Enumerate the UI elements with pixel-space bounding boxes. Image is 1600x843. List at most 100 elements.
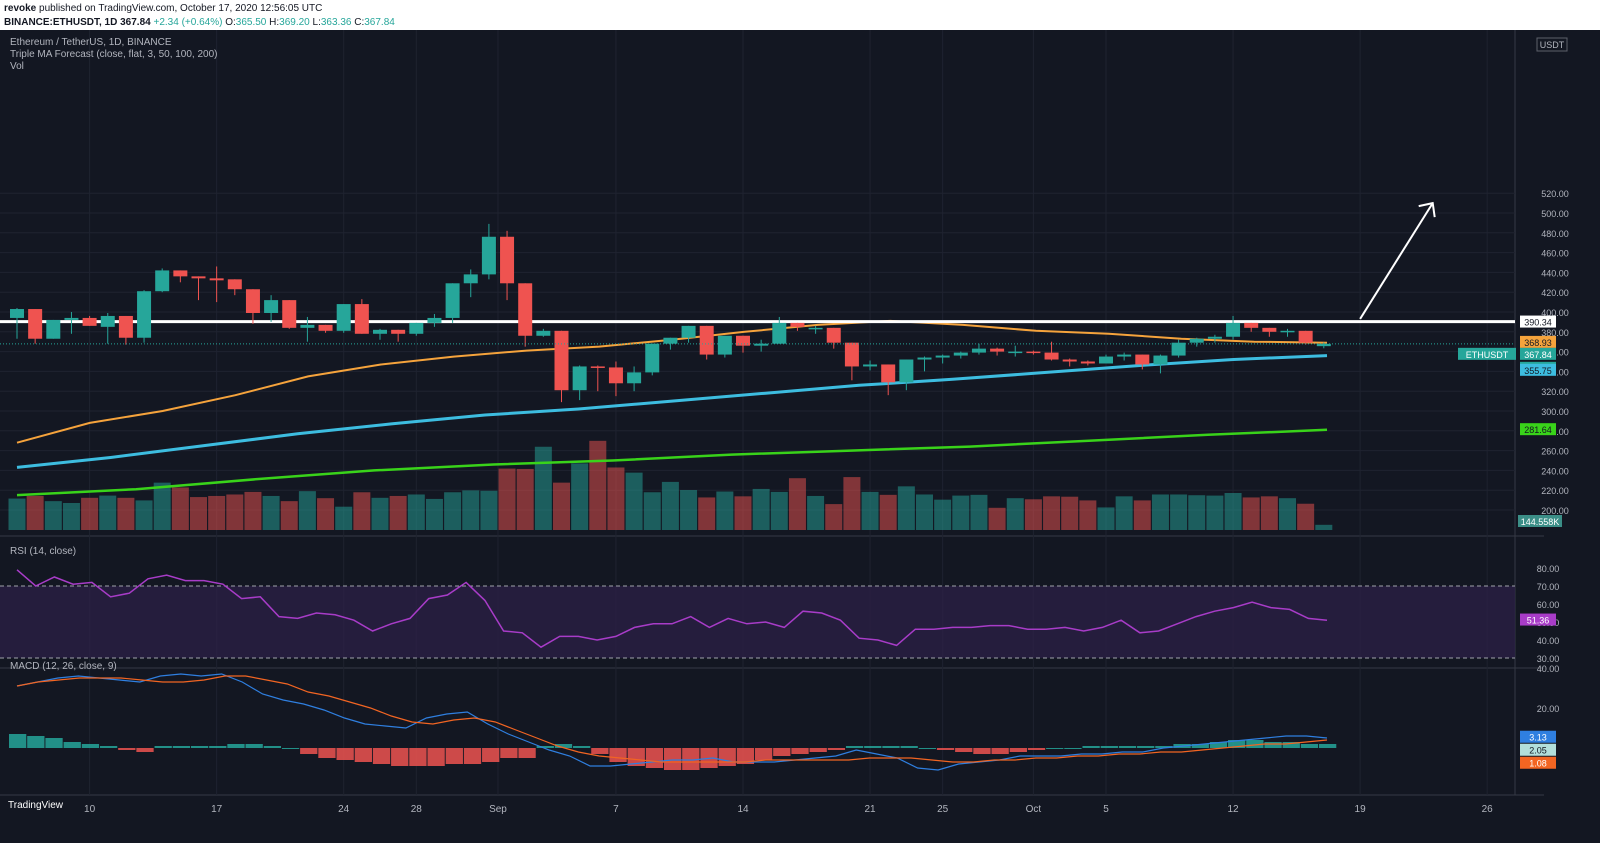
macd-histogram-bar bbox=[1046, 748, 1064, 749]
candle-body bbox=[1080, 361, 1095, 364]
y-tick-label: 400.00 bbox=[1541, 308, 1569, 318]
candle-body bbox=[844, 342, 859, 367]
low-label: L: bbox=[312, 17, 321, 28]
volume-bar bbox=[153, 482, 171, 530]
candle-body bbox=[1117, 354, 1132, 357]
macd-histogram-bar bbox=[1155, 746, 1173, 748]
legend-indicator[interactable]: Triple MA Forecast (close, flat, 3, 50, … bbox=[10, 49, 218, 60]
volume-bar bbox=[8, 498, 26, 530]
macd-histogram-bar bbox=[1137, 746, 1155, 748]
candle-body bbox=[1316, 343, 1331, 347]
volume-bar bbox=[589, 440, 607, 530]
published-text: published on TradingView.com, October 17… bbox=[39, 3, 323, 14]
candle-body bbox=[227, 279, 242, 290]
ma200-tag-box bbox=[1520, 423, 1556, 436]
signal-line bbox=[16, 675, 1328, 763]
macd-histogram-bar bbox=[9, 734, 27, 748]
y-tick-label: 240.00 bbox=[1541, 466, 1569, 476]
candle-body bbox=[155, 270, 170, 292]
candle-body bbox=[536, 330, 551, 336]
volume-bar bbox=[716, 491, 734, 530]
resistance-tag-box bbox=[1520, 315, 1556, 328]
y-tick-label: 520.00 bbox=[1541, 189, 1569, 199]
candle-body bbox=[10, 309, 24, 318]
candle-body bbox=[1189, 338, 1204, 343]
volume-bar bbox=[897, 486, 915, 530]
rsi-tag: 51.36 bbox=[1527, 616, 1550, 626]
macd-histogram-bar bbox=[445, 748, 463, 764]
macd-histogram-bar bbox=[1027, 748, 1046, 750]
macd-legend[interactable]: MACD (12, 26, close, 9) bbox=[10, 661, 117, 672]
candle-body bbox=[1207, 336, 1222, 339]
price-change: +2.34 (+0.64%) bbox=[153, 17, 223, 28]
legend-title[interactable]: Ethereum / TetherUS, 1D, BINANCE bbox=[10, 37, 172, 48]
volume-bar bbox=[571, 463, 589, 530]
volume-bar bbox=[643, 492, 661, 530]
volume-bar bbox=[661, 481, 679, 530]
tradingview-logo[interactable]: TradingView bbox=[8, 800, 63, 811]
macd-histogram-bar bbox=[809, 748, 827, 752]
candle-body bbox=[300, 324, 315, 328]
volume-bar bbox=[734, 496, 752, 530]
macd-histogram-bar bbox=[482, 748, 500, 762]
histogram-tag: 2.05 bbox=[1529, 746, 1547, 756]
candle-body bbox=[137, 291, 152, 338]
candle-body bbox=[736, 335, 750, 346]
macd-histogram-bar bbox=[754, 748, 773, 760]
macd-histogram-bar bbox=[1282, 742, 1300, 748]
symbol-name[interactable]: BINANCE:ETHUSDT, 1D bbox=[4, 17, 118, 28]
volume-bar bbox=[226, 494, 244, 530]
candle-body bbox=[481, 236, 496, 275]
macd-histogram-bar bbox=[882, 746, 900, 748]
x-tick-label: Oct bbox=[1026, 804, 1042, 815]
rsi-tick-label: 40.00 bbox=[1537, 636, 1560, 646]
macd-histogram-bar bbox=[682, 748, 700, 770]
candle-body bbox=[863, 364, 878, 367]
rsi-tick-label: 60.00 bbox=[1537, 600, 1560, 610]
ma50-tag-box bbox=[1520, 335, 1556, 348]
close-label: C: bbox=[354, 17, 365, 28]
volume-bar bbox=[607, 467, 625, 530]
volume-bar bbox=[825, 504, 843, 530]
volume-bar bbox=[1024, 499, 1042, 530]
macd-histogram-bar bbox=[154, 746, 172, 748]
macd-histogram-bar bbox=[1319, 744, 1337, 748]
last-price: 367.84 bbox=[120, 17, 151, 28]
volume-bar bbox=[1188, 495, 1206, 530]
scale-label-box bbox=[1536, 37, 1568, 52]
volume-bar bbox=[934, 499, 952, 530]
candle-body bbox=[373, 329, 387, 334]
ma100-tag: 355.75 bbox=[1524, 366, 1552, 376]
volume-bar bbox=[1260, 496, 1278, 530]
volume-bar bbox=[262, 495, 280, 530]
volume-bar bbox=[970, 494, 988, 530]
y-tick-label: 380.00 bbox=[1541, 328, 1569, 338]
y-tick-label: 260.00 bbox=[1541, 447, 1569, 457]
candle-body bbox=[1026, 351, 1041, 354]
publisher-name[interactable]: revoke bbox=[4, 3, 37, 14]
candle-body bbox=[282, 300, 297, 328]
candle-body bbox=[427, 317, 442, 323]
ma50-tag: 368.93 bbox=[1524, 338, 1552, 348]
candle-body bbox=[318, 324, 333, 331]
y-tick-label: 480.00 bbox=[1541, 229, 1569, 239]
rsi-legend[interactable]: RSI (14, close) bbox=[10, 546, 77, 557]
candle-body bbox=[645, 343, 660, 373]
volume-bar bbox=[516, 468, 534, 530]
macd-histogram-bar bbox=[936, 748, 955, 750]
candle-body bbox=[409, 322, 424, 334]
macd-histogram-bar bbox=[263, 746, 282, 748]
rsi-tick-label: 80.00 bbox=[1537, 564, 1560, 574]
candle-body bbox=[681, 325, 696, 338]
volume-bar bbox=[1079, 500, 1097, 530]
volume-bar bbox=[788, 478, 806, 530]
publish-header: revoke published on TradingView.com, Oct… bbox=[0, 0, 1600, 30]
legend-vol[interactable]: Vol bbox=[10, 61, 24, 72]
volume-bar bbox=[81, 497, 99, 530]
volume-bar bbox=[625, 472, 643, 530]
macd-histogram-bar bbox=[99, 746, 118, 748]
candle-body bbox=[881, 364, 896, 383]
macd-histogram-bar bbox=[136, 748, 154, 752]
macd-histogram-bar bbox=[1264, 742, 1282, 748]
